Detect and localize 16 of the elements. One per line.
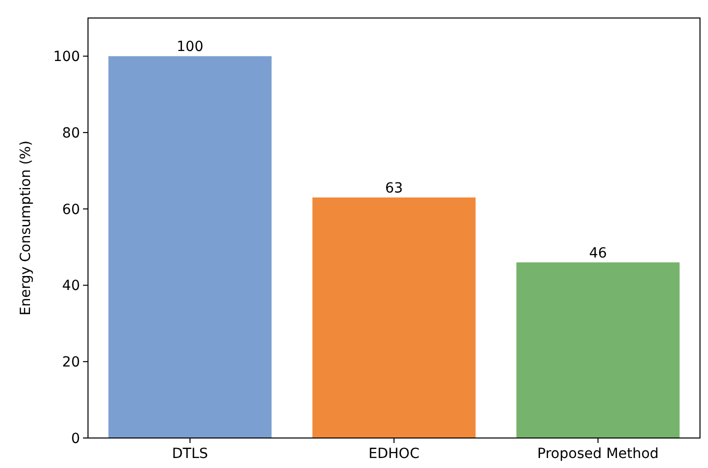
y-tick-label: 80 <box>62 125 80 142</box>
bar <box>516 262 680 438</box>
bar <box>312 197 476 438</box>
bar <box>108 56 272 438</box>
y-tick-label: 60 <box>62 202 80 218</box>
y-tick-label: 40 <box>62 278 80 294</box>
data-label: 63 <box>385 180 403 196</box>
x-tick-label: DTLS <box>172 446 208 462</box>
y-tick-label: 100 <box>53 49 80 66</box>
data-label: 46 <box>589 245 607 262</box>
y-tick-label: 20 <box>62 354 80 371</box>
x-tick-label: EDHOC <box>368 446 420 462</box>
data-label: 100 <box>176 39 204 56</box>
x-tick-label: Proposed Method <box>537 446 659 462</box>
y-axis-title: Energy Consumption (%) <box>18 140 34 316</box>
y-tick-label: 0 <box>71 430 80 447</box>
